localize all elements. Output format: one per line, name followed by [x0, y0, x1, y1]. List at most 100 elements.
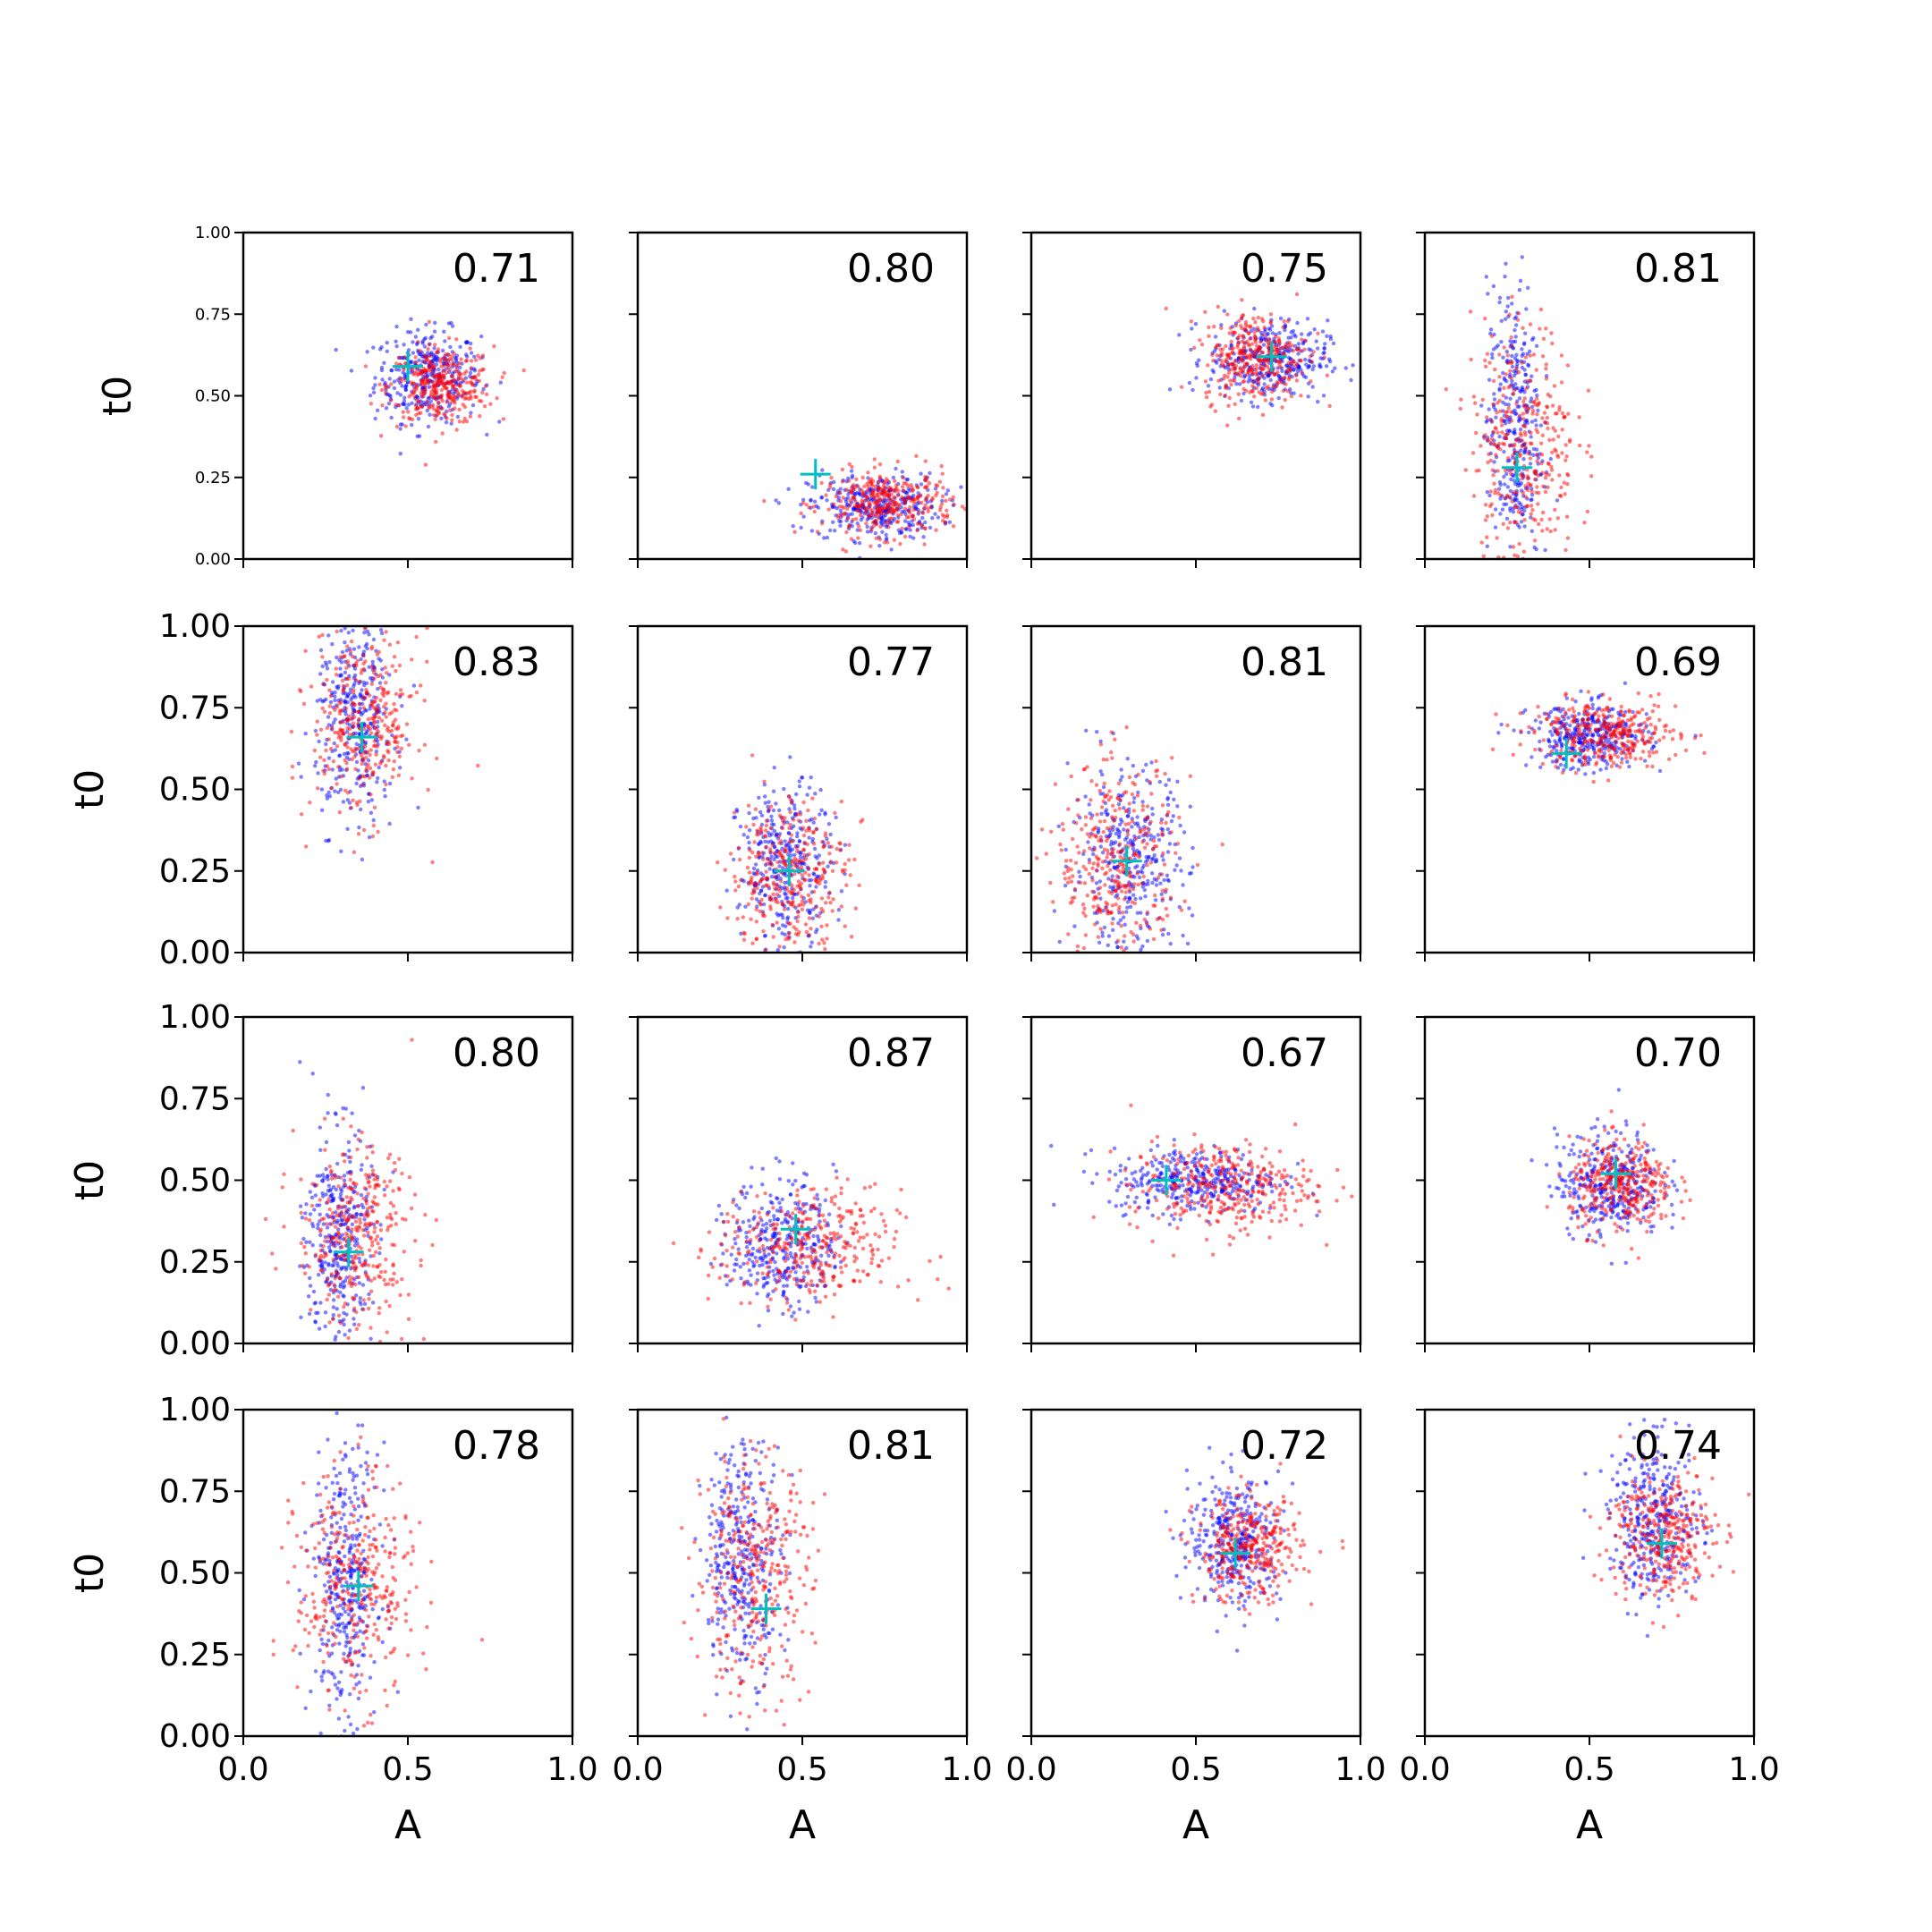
scatter-point-blue [1513, 315, 1519, 319]
scatter-point-red [1065, 880, 1071, 885]
scatter-point-blue [1523, 372, 1528, 377]
scatter-point-red [1563, 458, 1568, 462]
scatter-point-red [379, 759, 384, 764]
scatter-point-blue [371, 818, 376, 823]
scatter-point-blue [816, 505, 821, 510]
scatter-point-red [758, 909, 762, 914]
scatter-point-red [1486, 460, 1490, 465]
scatter-point-blue [1513, 335, 1518, 339]
scatter-point-blue [374, 648, 378, 653]
scatter-point-red [1549, 331, 1554, 335]
scatter-point-red [886, 503, 890, 507]
scatter-point-red [824, 901, 828, 905]
scatter-point-blue [1118, 817, 1123, 822]
scatter-point-blue [1485, 490, 1490, 495]
scatter-point-blue [928, 470, 932, 476]
scatter-point-blue [360, 688, 364, 692]
scatter-point-blue [1242, 375, 1247, 379]
y-tick-label: 0.50 [159, 772, 231, 809]
scatter-point-blue [1130, 825, 1134, 829]
scatter-point-red [392, 655, 397, 659]
scatter-point-red [807, 873, 811, 877]
scatter-point-blue [1543, 547, 1547, 553]
scatter-point-blue [1494, 415, 1498, 419]
scatter-point-blue [1098, 896, 1103, 901]
scatter-point-red [893, 489, 898, 494]
scatter-point-red [357, 716, 361, 722]
scatter-point-blue [1535, 393, 1539, 398]
scatter-point-blue [1513, 327, 1517, 333]
scatter-point-red [1224, 385, 1228, 389]
scatter-point-red [1242, 326, 1248, 331]
scatter-point-red [432, 364, 436, 369]
scatter-point-red [372, 715, 377, 719]
scatter-point-red [488, 402, 493, 406]
scatter-point-red [1530, 411, 1535, 416]
scatter-point-red [792, 871, 797, 877]
scatter-point-blue [415, 434, 419, 438]
scatter-point-red [399, 377, 403, 381]
scatter-point-blue [370, 659, 375, 665]
scatter-point-blue [378, 628, 384, 632]
scatter-point-red [1548, 394, 1553, 399]
scatter-point-red [361, 706, 367, 710]
scatter-point-red [442, 369, 446, 373]
scatter-point-red [1258, 344, 1262, 350]
scatter-point-red [764, 818, 769, 823]
scatter-point-blue [367, 835, 372, 840]
scatter-point-red [451, 384, 456, 388]
scatter-point-red [402, 361, 408, 366]
scatter-point-red [895, 513, 901, 518]
scatter-point-red [357, 679, 361, 684]
scatter-point-red [841, 496, 845, 500]
scatter-point-blue [373, 416, 377, 421]
scatter-point-blue [1296, 352, 1301, 356]
scatter-point-red [1521, 490, 1526, 496]
scatter-point-red [374, 726, 379, 732]
scatter-point-red [1521, 411, 1526, 416]
scatter-point-red [1058, 842, 1063, 847]
scatter-point-red [384, 681, 388, 685]
scatter-point-blue [1167, 842, 1173, 846]
scatter-point-blue [1521, 352, 1526, 356]
scatter-point-red [1303, 338, 1309, 343]
scatter-point-red [394, 402, 398, 407]
scatter-point-red [1493, 491, 1497, 496]
scatter-point-red [1069, 774, 1073, 779]
scatter-point-red [811, 830, 816, 835]
scatter-point-red [389, 382, 394, 386]
scatter-point-red [445, 390, 451, 394]
scatter-point-red [1141, 874, 1147, 879]
scatter-point-blue [324, 741, 328, 747]
scatter-point-blue [1499, 318, 1504, 323]
scatter-point-red [339, 775, 343, 779]
scatter-point-red [1265, 370, 1270, 376]
scatter-point-blue [1128, 838, 1133, 843]
scatter-point-red [359, 752, 363, 758]
scatter-point-blue [1139, 896, 1143, 901]
scatter-point-red [482, 404, 487, 409]
scatter-point-red [435, 373, 440, 377]
scatter-point-red [810, 796, 815, 801]
scatter-point-blue [1530, 374, 1534, 378]
scatter-point-red [889, 487, 894, 492]
scatter-point-red [1096, 861, 1100, 866]
scatter-point-red [1090, 827, 1095, 832]
scatter-point-red [1125, 827, 1131, 833]
scatter-point-blue [798, 826, 802, 831]
scatter-point-blue [334, 347, 338, 352]
scatter-point-blue [346, 631, 351, 635]
scatter-point-red [840, 479, 845, 484]
scatter-point-red [796, 818, 801, 823]
scatter-point-red [1487, 504, 1493, 509]
scatter-point-red [758, 902, 763, 907]
scatter-point-red [1182, 899, 1187, 903]
scatter-point-blue [928, 525, 933, 530]
scatter-point-red [791, 891, 795, 895]
scatter-point-blue [1498, 382, 1503, 386]
scatter-point-red [369, 731, 374, 735]
scatter-point-red [353, 677, 358, 682]
scatter-point-red [375, 710, 379, 716]
scatter-point-blue [1505, 304, 1510, 309]
scatter-point-blue [1499, 722, 1504, 727]
